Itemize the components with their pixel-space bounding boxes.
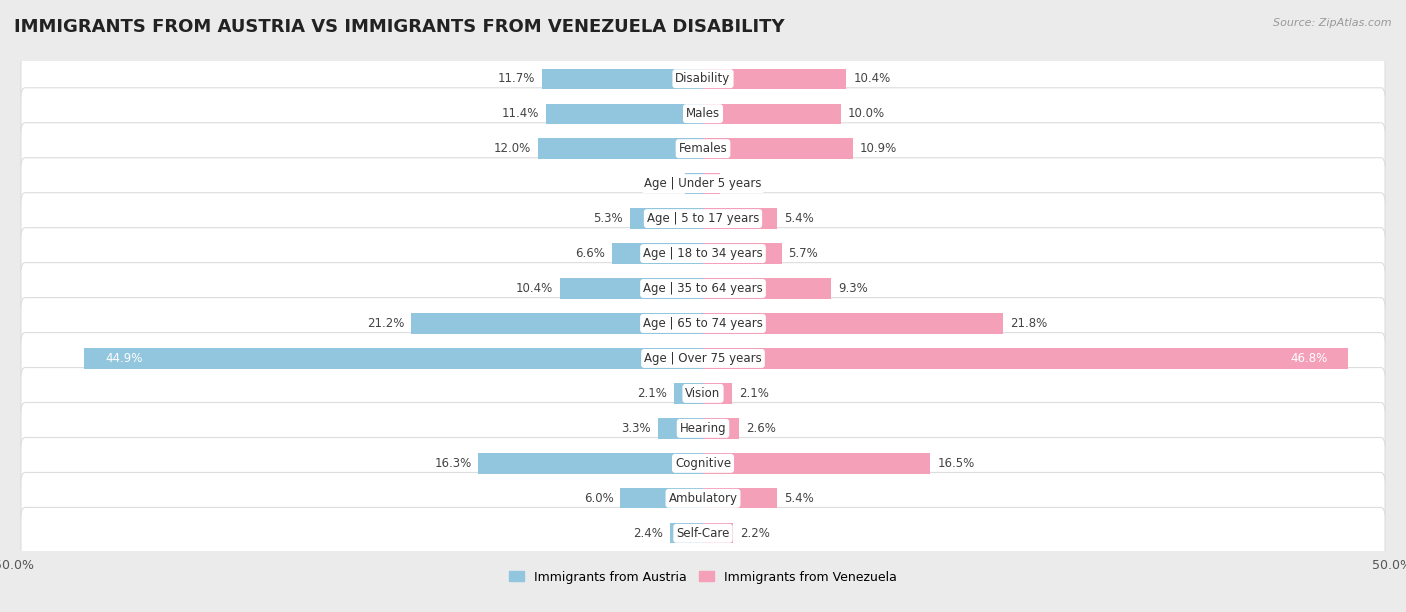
- Text: 9.3%: 9.3%: [838, 282, 868, 295]
- FancyBboxPatch shape: [21, 297, 1385, 349]
- Text: 2.1%: 2.1%: [738, 387, 769, 400]
- Bar: [546, 103, 703, 124]
- Bar: [478, 453, 703, 474]
- FancyBboxPatch shape: [21, 438, 1385, 489]
- Bar: [703, 278, 831, 299]
- Text: 5.4%: 5.4%: [785, 492, 814, 505]
- Text: 6.6%: 6.6%: [575, 247, 605, 260]
- Text: 2.4%: 2.4%: [633, 527, 664, 540]
- FancyBboxPatch shape: [21, 368, 1385, 419]
- Legend: Immigrants from Austria, Immigrants from Venezuela: Immigrants from Austria, Immigrants from…: [503, 565, 903, 589]
- Bar: [669, 523, 703, 543]
- Text: 11.7%: 11.7%: [498, 72, 534, 85]
- Text: 10.4%: 10.4%: [516, 282, 553, 295]
- Bar: [541, 69, 703, 89]
- Text: Self-Care: Self-Care: [676, 527, 730, 540]
- Text: 21.2%: 21.2%: [367, 317, 404, 330]
- FancyBboxPatch shape: [21, 53, 1385, 105]
- Bar: [411, 313, 703, 334]
- Text: Cognitive: Cognitive: [675, 457, 731, 470]
- Bar: [703, 523, 734, 543]
- Text: 10.9%: 10.9%: [860, 142, 897, 155]
- Bar: [703, 348, 1348, 368]
- Bar: [703, 103, 841, 124]
- Text: Vision: Vision: [685, 387, 721, 400]
- Bar: [703, 418, 738, 439]
- Text: 5.4%: 5.4%: [785, 212, 814, 225]
- Bar: [703, 69, 846, 89]
- Text: Disability: Disability: [675, 72, 731, 85]
- Text: 16.3%: 16.3%: [434, 457, 471, 470]
- FancyBboxPatch shape: [21, 332, 1385, 384]
- Bar: [703, 138, 853, 159]
- Bar: [685, 173, 703, 194]
- Bar: [703, 453, 931, 474]
- Bar: [703, 244, 782, 264]
- Text: 3.3%: 3.3%: [621, 422, 651, 435]
- Text: 11.4%: 11.4%: [502, 107, 538, 120]
- Text: Age | Over 75 years: Age | Over 75 years: [644, 352, 762, 365]
- FancyBboxPatch shape: [21, 228, 1385, 280]
- FancyBboxPatch shape: [21, 193, 1385, 244]
- Text: 1.3%: 1.3%: [648, 177, 678, 190]
- Bar: [537, 138, 703, 159]
- Text: 6.0%: 6.0%: [583, 492, 613, 505]
- Text: 44.9%: 44.9%: [105, 352, 142, 365]
- Text: Source: ZipAtlas.com: Source: ZipAtlas.com: [1274, 18, 1392, 28]
- Text: 5.7%: 5.7%: [789, 247, 818, 260]
- Text: 12.0%: 12.0%: [494, 142, 531, 155]
- Text: 2.2%: 2.2%: [740, 527, 770, 540]
- FancyBboxPatch shape: [21, 263, 1385, 315]
- Bar: [703, 313, 1004, 334]
- Text: Ambulatory: Ambulatory: [668, 492, 738, 505]
- Text: Age | 35 to 64 years: Age | 35 to 64 years: [643, 282, 763, 295]
- Bar: [703, 209, 778, 229]
- FancyBboxPatch shape: [21, 507, 1385, 559]
- Bar: [630, 209, 703, 229]
- Bar: [703, 383, 733, 403]
- Text: 21.8%: 21.8%: [1011, 317, 1047, 330]
- Text: Hearing: Hearing: [679, 422, 727, 435]
- Text: Age | 65 to 74 years: Age | 65 to 74 years: [643, 317, 763, 330]
- Text: 2.1%: 2.1%: [637, 387, 668, 400]
- Text: 46.8%: 46.8%: [1289, 352, 1327, 365]
- Bar: [84, 348, 703, 368]
- Text: 2.6%: 2.6%: [745, 422, 776, 435]
- Text: 16.5%: 16.5%: [938, 457, 974, 470]
- Text: Age | 5 to 17 years: Age | 5 to 17 years: [647, 212, 759, 225]
- Text: 5.3%: 5.3%: [593, 212, 623, 225]
- Text: 10.0%: 10.0%: [848, 107, 884, 120]
- FancyBboxPatch shape: [21, 123, 1385, 174]
- FancyBboxPatch shape: [21, 472, 1385, 524]
- Text: 10.4%: 10.4%: [853, 72, 890, 85]
- Text: Females: Females: [679, 142, 727, 155]
- Bar: [620, 488, 703, 509]
- FancyBboxPatch shape: [21, 403, 1385, 454]
- FancyBboxPatch shape: [21, 88, 1385, 140]
- FancyBboxPatch shape: [21, 158, 1385, 209]
- Text: Males: Males: [686, 107, 720, 120]
- Text: 1.2%: 1.2%: [727, 177, 756, 190]
- Text: Age | Under 5 years: Age | Under 5 years: [644, 177, 762, 190]
- Bar: [703, 173, 720, 194]
- Bar: [703, 488, 778, 509]
- Text: Age | 18 to 34 years: Age | 18 to 34 years: [643, 247, 763, 260]
- Text: IMMIGRANTS FROM AUSTRIA VS IMMIGRANTS FROM VENEZUELA DISABILITY: IMMIGRANTS FROM AUSTRIA VS IMMIGRANTS FR…: [14, 18, 785, 36]
- Bar: [560, 278, 703, 299]
- Bar: [673, 383, 703, 403]
- Bar: [612, 244, 703, 264]
- Bar: [658, 418, 703, 439]
